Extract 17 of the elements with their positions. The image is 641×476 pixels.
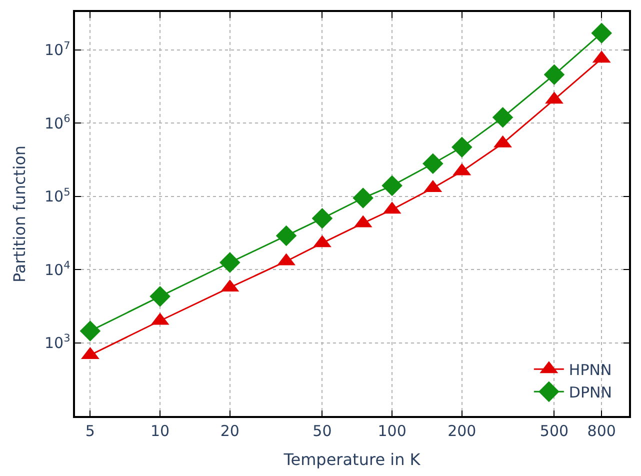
x-tick-label: 20	[220, 422, 240, 440]
x-tick-label: 5	[85, 422, 95, 440]
y-tick-label: 10$^{5}$	[44, 186, 70, 206]
x-tick-label: 50	[312, 422, 332, 440]
y-tick-label: 10$^{6}$	[44, 113, 71, 132]
legend-label: HPNN	[568, 361, 612, 380]
x-tick-label: 200	[448, 422, 476, 440]
x-tick-label: 800	[587, 422, 616, 440]
x-tick-label: 10	[150, 422, 170, 440]
legend-label: DPNN	[568, 384, 612, 402]
y-tick-label: 10$^{4}$	[44, 260, 71, 279]
y-axis-title: Partition function	[10, 145, 29, 283]
y-tick-label: 10$^{7}$	[44, 40, 70, 60]
x-tick-label: 100	[378, 422, 406, 440]
x-tick-label: 500	[540, 422, 569, 440]
y-tick-label: 10$^{3}$	[44, 332, 70, 352]
x-axis-title: Temperature in K	[282, 450, 421, 469]
